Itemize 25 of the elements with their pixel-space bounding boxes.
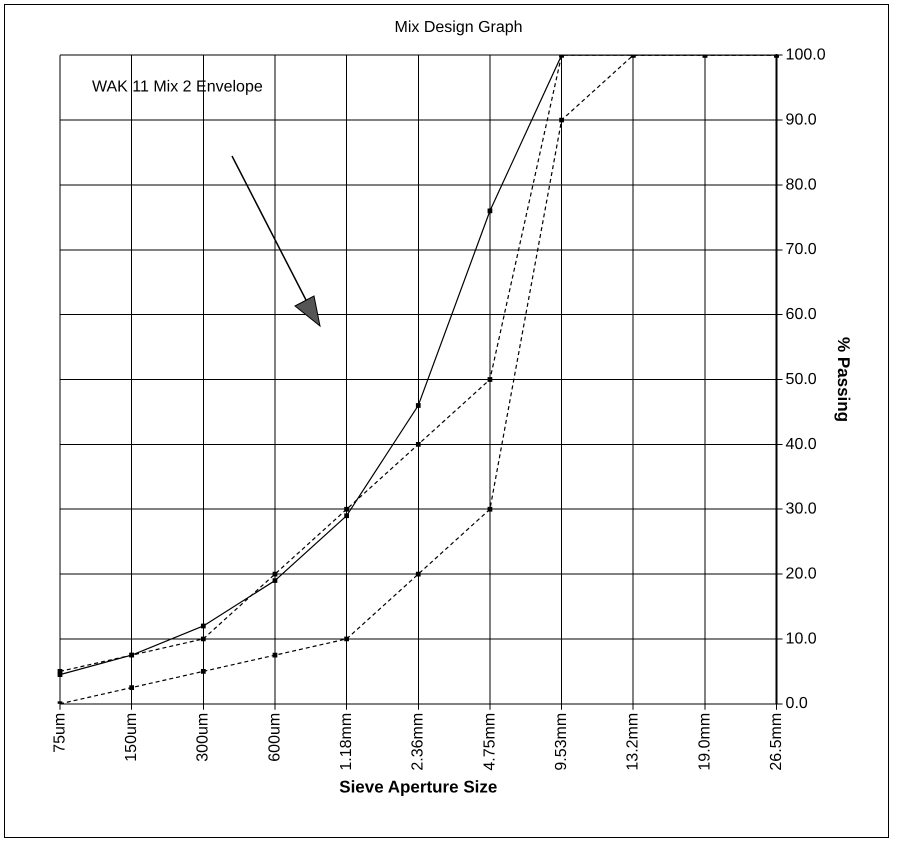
y-tick-label: 80.0 xyxy=(786,176,817,194)
y-tick-label: 30.0 xyxy=(786,500,817,518)
y-tick-label: 20.0 xyxy=(786,565,817,582)
y-tick-label: 50.0 xyxy=(786,370,817,388)
y-tick-label: 90.0 xyxy=(786,111,817,128)
y-tick-label: 40.0 xyxy=(786,436,817,453)
x-tick-label: 4.75mm xyxy=(481,712,498,771)
x-tick-label: 19.0mm xyxy=(696,712,714,771)
x-tick-label: 75um xyxy=(51,712,68,753)
x-tick-label: 150um xyxy=(123,712,140,762)
y-tick-label: 70.0 xyxy=(786,241,817,258)
x-tick-label: 600um xyxy=(266,712,284,762)
x-tick-label: 26.5mm xyxy=(768,712,785,771)
y-axis-title: % Passing xyxy=(834,336,854,422)
x-tick-label: 2.36mm xyxy=(410,712,427,771)
y-tick-label: 60.0 xyxy=(786,306,817,324)
x-tick-label: 300um xyxy=(194,712,212,762)
x-tick-label: 9.53mm xyxy=(553,712,570,771)
y-tick-label: 0.0 xyxy=(786,695,808,712)
y-tick-label: 100.0 xyxy=(786,46,826,64)
x-axis-title: Sieve Aperture Size xyxy=(339,777,498,796)
chart-title: Mix Design Graph xyxy=(394,19,523,36)
y-tick-label: 10.0 xyxy=(786,630,817,648)
x-tick-label: 13.2mm xyxy=(624,712,642,771)
x-tick-label: 1.18mm xyxy=(338,712,356,771)
